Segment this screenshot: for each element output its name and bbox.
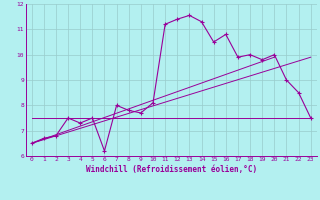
X-axis label: Windchill (Refroidissement éolien,°C): Windchill (Refroidissement éolien,°C) (86, 165, 257, 174)
